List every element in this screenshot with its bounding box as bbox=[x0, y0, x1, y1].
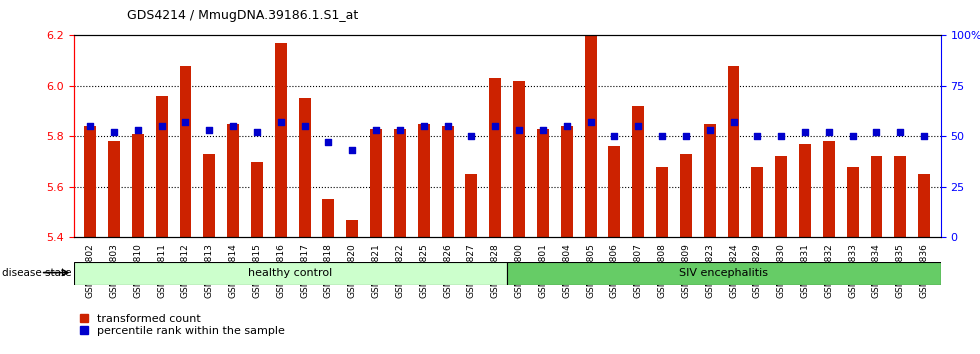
Point bbox=[512, 127, 527, 133]
Bar bbox=[84, 126, 96, 237]
Bar bbox=[680, 154, 692, 237]
Bar bbox=[156, 96, 168, 237]
Bar bbox=[179, 66, 191, 237]
Point bbox=[82, 124, 98, 129]
Bar bbox=[489, 78, 501, 237]
Bar bbox=[204, 154, 216, 237]
Point bbox=[130, 127, 146, 133]
Point bbox=[750, 133, 765, 139]
Legend: transformed count, percentile rank within the sample: transformed count, percentile rank withi… bbox=[79, 314, 285, 336]
Bar bbox=[799, 144, 810, 237]
Point bbox=[273, 119, 289, 125]
FancyBboxPatch shape bbox=[74, 262, 508, 285]
Bar bbox=[442, 126, 454, 237]
Point bbox=[225, 124, 241, 129]
Point bbox=[655, 133, 670, 139]
Bar bbox=[274, 43, 287, 237]
Point bbox=[607, 133, 622, 139]
Bar bbox=[227, 124, 239, 237]
Point bbox=[464, 133, 479, 139]
Bar bbox=[656, 167, 668, 237]
Point bbox=[249, 130, 265, 135]
Point bbox=[630, 124, 646, 129]
Bar bbox=[537, 129, 549, 237]
Point bbox=[702, 127, 717, 133]
Bar bbox=[609, 147, 620, 237]
Bar bbox=[514, 81, 525, 237]
Point bbox=[868, 130, 884, 135]
Point bbox=[559, 124, 574, 129]
Text: SIV encephalitis: SIV encephalitis bbox=[679, 268, 768, 279]
Point bbox=[368, 127, 384, 133]
Bar bbox=[108, 141, 120, 237]
Bar bbox=[847, 167, 858, 237]
Bar bbox=[895, 156, 906, 237]
Point bbox=[678, 133, 694, 139]
Point bbox=[416, 124, 431, 129]
Bar bbox=[918, 174, 930, 237]
Point bbox=[344, 148, 360, 153]
Bar bbox=[704, 124, 715, 237]
Point bbox=[583, 119, 599, 125]
Bar bbox=[346, 219, 359, 237]
Point bbox=[916, 133, 932, 139]
Point bbox=[297, 124, 313, 129]
Text: disease state: disease state bbox=[2, 268, 72, 278]
Text: healthy control: healthy control bbox=[248, 268, 332, 279]
Bar bbox=[370, 129, 382, 237]
Point bbox=[821, 130, 837, 135]
Bar bbox=[585, 0, 597, 237]
Point bbox=[487, 124, 503, 129]
Bar bbox=[752, 167, 763, 237]
Bar bbox=[561, 126, 572, 237]
Point bbox=[535, 127, 551, 133]
Point bbox=[106, 130, 122, 135]
Point bbox=[320, 139, 336, 145]
Point bbox=[440, 124, 456, 129]
Bar bbox=[417, 124, 429, 237]
Bar bbox=[823, 141, 835, 237]
Bar bbox=[132, 134, 144, 237]
Text: GDS4214 / MmugDNA.39186.1.S1_at: GDS4214 / MmugDNA.39186.1.S1_at bbox=[127, 9, 359, 22]
Bar bbox=[322, 199, 334, 237]
Point bbox=[392, 127, 408, 133]
Bar bbox=[870, 156, 882, 237]
Point bbox=[202, 127, 218, 133]
Point bbox=[893, 130, 908, 135]
Point bbox=[154, 124, 170, 129]
Point bbox=[845, 133, 860, 139]
Point bbox=[773, 133, 789, 139]
Bar bbox=[299, 98, 311, 237]
Bar bbox=[727, 66, 740, 237]
Bar bbox=[775, 156, 787, 237]
Point bbox=[797, 130, 812, 135]
FancyBboxPatch shape bbox=[508, 262, 941, 285]
Bar bbox=[466, 174, 477, 237]
Point bbox=[725, 119, 741, 125]
Bar bbox=[394, 129, 406, 237]
Bar bbox=[251, 161, 263, 237]
Bar bbox=[632, 106, 644, 237]
Point bbox=[177, 119, 193, 125]
